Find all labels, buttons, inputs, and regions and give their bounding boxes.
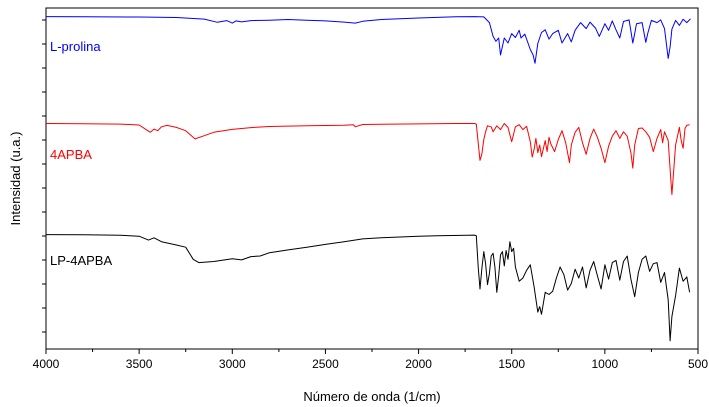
x-tick-label: 2500 bbox=[312, 357, 339, 371]
series-label: 4APBA bbox=[50, 147, 92, 162]
x-tick-label: 3000 bbox=[219, 357, 246, 371]
series-label: LP-4APBA bbox=[50, 253, 112, 268]
plot-frame bbox=[45, 7, 699, 350]
legend: L-prolina 4APBA LP-4APBA bbox=[50, 39, 112, 268]
y-axis-title: Intensidad (u.a.) bbox=[8, 132, 23, 226]
series-line-l-prolina bbox=[45, 16, 691, 64]
x-tick-label: 1500 bbox=[498, 357, 525, 371]
series-line-4apba bbox=[45, 123, 690, 195]
series-group bbox=[45, 16, 691, 342]
x-tick-label: 1000 bbox=[592, 357, 619, 371]
x-tick-label: 500 bbox=[688, 357, 708, 371]
x-tick-label: 3500 bbox=[126, 357, 153, 371]
series-line-lp-4apba bbox=[45, 234, 691, 342]
x-axis-title: Número de onda (1/cm) bbox=[303, 389, 440, 404]
y-axis bbox=[42, 19, 46, 333]
x-tick-label: 2000 bbox=[405, 357, 432, 371]
x-axis: 4000 3500 3000 2500 2000 1500 1000 500 bbox=[33, 349, 708, 371]
series-label: L-prolina bbox=[50, 39, 101, 54]
x-tick-label: 4000 bbox=[33, 357, 60, 371]
